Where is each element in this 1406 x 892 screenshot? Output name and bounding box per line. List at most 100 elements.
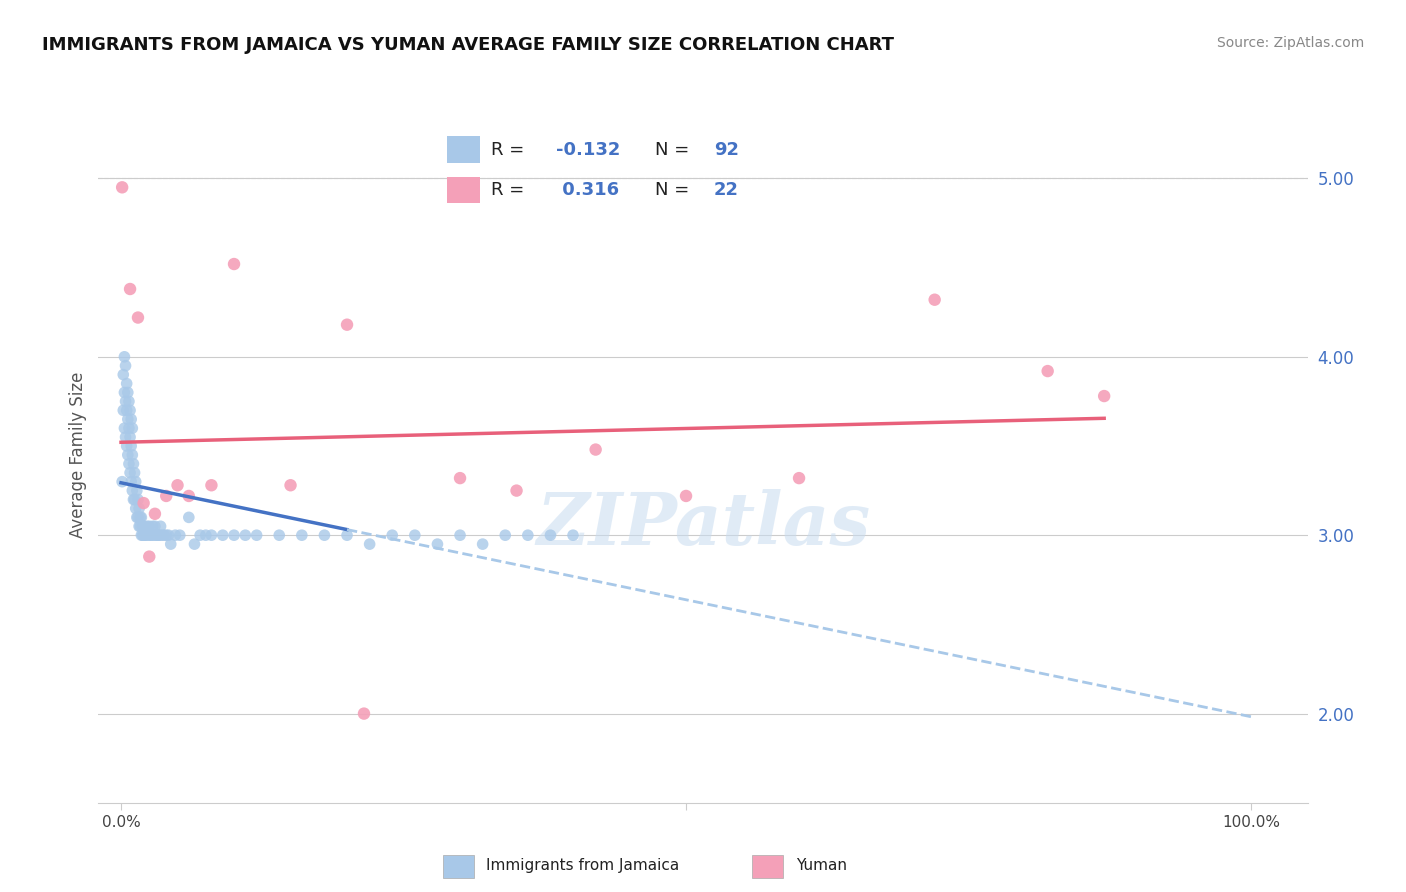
Point: [314, 528, 336, 542]
Point: [136, 528, 159, 542]
Point: [211, 528, 233, 542]
Point: [1036, 364, 1059, 378]
Point: [280, 478, 302, 492]
Point: [157, 528, 180, 542]
Y-axis label: Average Family Size: Average Family Size: [69, 372, 87, 538]
Point: [124, 492, 146, 507]
Text: R =: R =: [491, 181, 524, 199]
Point: [585, 442, 607, 457]
Text: Immigrants from Jamaica: Immigrants from Jamaica: [486, 858, 679, 872]
Point: [138, 519, 160, 533]
Bar: [752, 855, 783, 878]
Text: 92: 92: [714, 141, 738, 159]
Point: [115, 403, 138, 417]
Point: [118, 457, 141, 471]
Point: [134, 528, 156, 542]
Point: [121, 483, 143, 498]
Point: [120, 466, 142, 480]
Point: [200, 478, 222, 492]
Point: [114, 394, 136, 409]
Text: 0.316: 0.316: [557, 181, 620, 199]
Point: [117, 412, 139, 426]
Point: [125, 475, 148, 489]
Point: [125, 510, 148, 524]
Point: [145, 528, 167, 542]
Point: [787, 471, 810, 485]
Point: [471, 537, 494, 551]
Point: [118, 394, 141, 409]
Point: [122, 457, 145, 471]
Point: [112, 368, 135, 382]
Point: [127, 310, 149, 325]
Point: [127, 510, 149, 524]
Point: [129, 519, 152, 533]
Point: [120, 475, 142, 489]
Point: [115, 439, 138, 453]
Point: [131, 510, 153, 524]
Point: [222, 257, 245, 271]
Point: [115, 376, 138, 391]
Point: [129, 510, 152, 524]
Point: [148, 528, 170, 542]
Point: [132, 528, 155, 542]
Point: [132, 496, 155, 510]
Text: Source: ZipAtlas.com: Source: ZipAtlas.com: [1216, 36, 1364, 50]
Point: [246, 528, 269, 542]
Point: [112, 421, 135, 435]
Point: [135, 528, 157, 542]
Point: [166, 478, 188, 492]
Text: -0.132: -0.132: [557, 141, 621, 159]
Point: [426, 537, 449, 551]
Point: [120, 439, 142, 453]
Point: [128, 501, 150, 516]
Point: [165, 528, 187, 542]
Point: [127, 492, 149, 507]
Point: [516, 528, 538, 542]
Point: [121, 448, 143, 462]
Point: [188, 528, 211, 542]
Point: [494, 528, 516, 542]
Point: [111, 475, 134, 489]
Point: [114, 359, 136, 373]
Point: [359, 537, 381, 551]
Point: [381, 528, 404, 542]
Point: [505, 483, 527, 498]
Point: [141, 528, 163, 542]
Point: [122, 492, 145, 507]
Point: [353, 706, 375, 721]
Point: [222, 528, 245, 542]
Text: N =: N =: [655, 141, 689, 159]
Point: [233, 528, 256, 542]
Point: [131, 528, 153, 542]
Point: [150, 528, 173, 542]
Point: [117, 448, 139, 462]
Point: [148, 528, 170, 542]
Point: [118, 421, 141, 435]
Point: [114, 430, 136, 444]
Point: [121, 421, 143, 435]
Point: [120, 412, 142, 426]
Text: Yuman: Yuman: [796, 858, 846, 872]
Point: [924, 293, 946, 307]
Point: [143, 519, 166, 533]
Point: [132, 519, 155, 533]
Point: [120, 430, 142, 444]
Point: [139, 528, 162, 542]
Point: [125, 501, 148, 516]
Point: [146, 528, 169, 542]
Point: [291, 528, 314, 542]
Point: [153, 528, 176, 542]
Bar: [447, 177, 479, 203]
Point: [159, 537, 181, 551]
Point: [200, 528, 222, 542]
Point: [449, 471, 471, 485]
Point: [538, 528, 561, 542]
Bar: [447, 136, 479, 163]
Point: [675, 489, 697, 503]
Point: [336, 528, 359, 542]
Point: [194, 528, 217, 542]
Point: [120, 403, 142, 417]
Point: [112, 403, 135, 417]
Text: N =: N =: [655, 181, 689, 199]
Point: [183, 537, 205, 551]
